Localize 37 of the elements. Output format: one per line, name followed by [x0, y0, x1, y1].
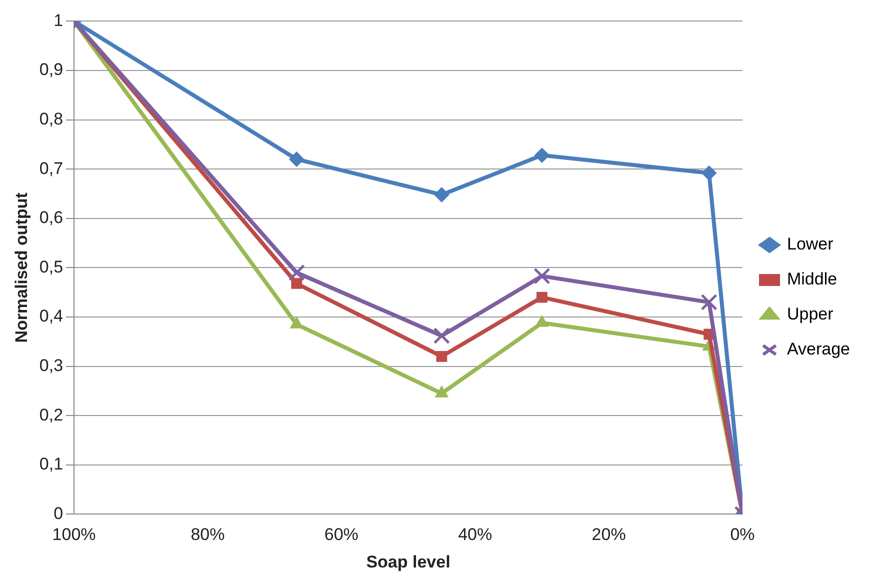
y-tick-label: 0,5	[39, 257, 64, 276]
point	[536, 292, 548, 303]
point	[436, 350, 448, 362]
y-tick-label: 0,8	[39, 109, 64, 128]
x-tick-label: 100%	[52, 525, 96, 544]
y-tick-label: 0,9	[39, 60, 64, 80]
y-tick-label: 0,2	[39, 405, 64, 424]
y-tick-label: 0	[54, 504, 64, 523]
point	[534, 148, 550, 163]
point	[289, 152, 304, 167]
y-tick-label: 0,3	[39, 356, 64, 375]
point	[702, 166, 717, 181]
point	[288, 264, 305, 281]
point	[291, 278, 302, 289]
point	[700, 294, 718, 311]
point	[290, 316, 304, 328]
point	[434, 187, 450, 202]
legend-label: Upper	[786, 304, 834, 324]
point	[433, 327, 450, 344]
y-axis-title: Normalised output	[12, 192, 31, 343]
point	[534, 268, 550, 284]
x-tick-label: 60%	[324, 525, 358, 544]
y-tick-label: 0,6	[39, 208, 64, 228]
point	[435, 386, 448, 398]
x-tick-label: 80%	[190, 525, 225, 544]
x-tick-label: 20%	[592, 525, 626, 544]
x-axis-title: Soap level	[366, 552, 450, 572]
y-tick-label: 1	[54, 10, 64, 30]
point	[535, 315, 549, 327]
legend-label: Average	[786, 340, 850, 359]
legend-label: Middle	[786, 270, 838, 289]
x-tick-label: 0%	[730, 525, 755, 544]
x-tick-label: 40%	[458, 525, 492, 544]
legend-label: Lower	[786, 234, 834, 254]
y-tick-label: 0,1	[39, 454, 64, 474]
y-tick-label: 0,7	[39, 158, 64, 178]
y-tick-label: 0,4	[39, 306, 64, 326]
